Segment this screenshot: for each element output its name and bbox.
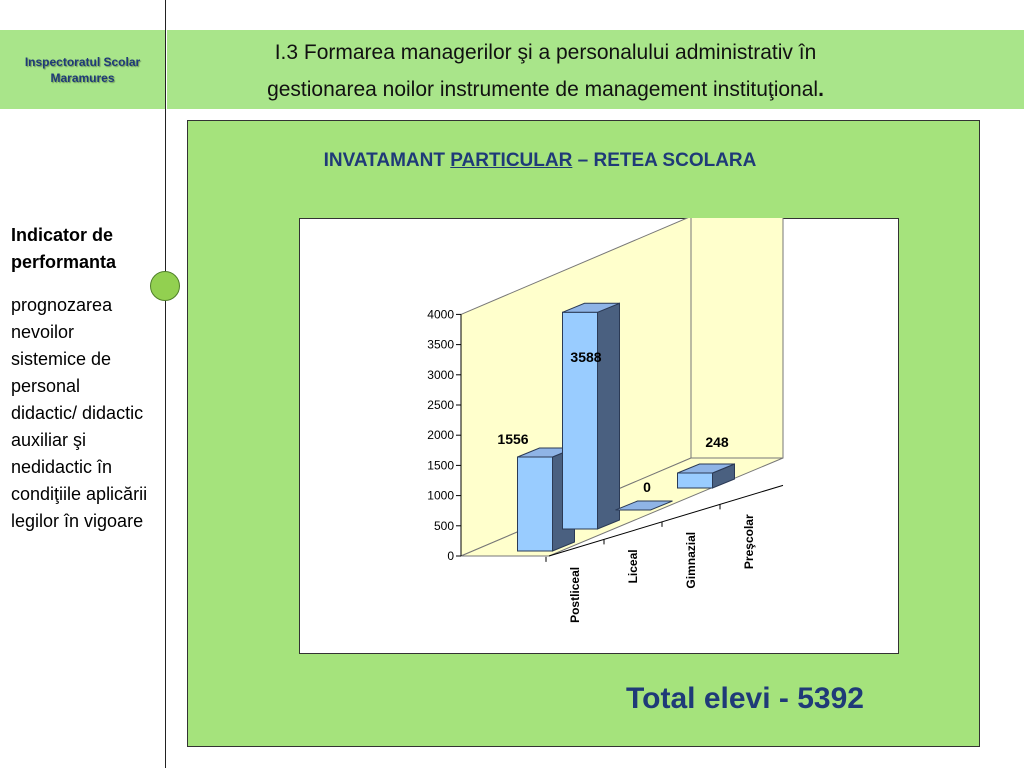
data-label-gimnazial: 0 xyxy=(643,479,651,495)
y-tick-label: 0 xyxy=(447,549,454,563)
indicator-description: prognozarea nevoilor sistemice de person… xyxy=(11,295,148,531)
y-tick-label: 3000 xyxy=(427,368,454,382)
y-tick-label: 500 xyxy=(434,519,454,533)
x-axis-line xyxy=(548,484,784,557)
x-tick-label-preşcolar: Preşcolar xyxy=(742,514,756,569)
bar-front-liceal xyxy=(562,311,598,530)
y-tick-label: 2500 xyxy=(427,398,454,412)
data-label-preşcolar: 248 xyxy=(705,434,729,450)
bar-front-postliceal xyxy=(517,456,553,552)
header-title-band xyxy=(167,30,1024,109)
y-tick-label: 3500 xyxy=(427,338,454,352)
chart-title-part-3: – RETEA SCOLARA xyxy=(572,150,757,171)
total-students: Total elevi - 5392 xyxy=(626,682,864,715)
bar-top-preşcolar xyxy=(677,463,735,474)
vertical-divider xyxy=(165,0,166,768)
data-label-postliceal: 1556 xyxy=(497,431,528,447)
y-tick-label: 1000 xyxy=(427,489,454,503)
x-tick-label-gimnazial: Gimnazial xyxy=(684,532,698,589)
header-left-band xyxy=(0,30,165,109)
organization-name: Inspectoratul Scolar Maramures xyxy=(24,55,141,85)
y-tick-label: 2000 xyxy=(427,428,454,442)
chart-title-underlined: PARTICULAR xyxy=(450,150,573,171)
slide-title-period: . xyxy=(818,78,824,101)
green-circle-marker xyxy=(150,271,180,301)
bar-side-liceal xyxy=(597,302,620,530)
chart-title-part-1: INVATAMANT xyxy=(323,150,451,171)
chart-title: INVATAMANT PARTICULAR – RETEA SCOLARA xyxy=(187,150,893,172)
bar-top-liceal xyxy=(562,302,620,313)
x-tick-label-liceal: Liceal xyxy=(626,549,640,583)
bar-front-preşcolar xyxy=(677,472,713,489)
indicator-heading: Indicator de performanta xyxy=(11,225,117,272)
bar-chart: 0 500 1000 1500 2000 2500 3000 3500 4000 1556 3588… xyxy=(427,218,784,623)
x-tick-label-postliceal: Postliceal xyxy=(568,567,582,623)
slide-title-line-2: gestionarea noilor instrumente de manage… xyxy=(267,78,819,101)
y-tick-label: 1500 xyxy=(427,458,454,472)
y-tick-label: 4000 xyxy=(427,307,454,321)
slide-title: I.3 Formarea managerilor şi a personalul… xyxy=(167,34,924,108)
side-wall xyxy=(690,218,784,459)
bar-top-gimnazial xyxy=(615,500,673,511)
slide-title-line-1: I.3 Formarea managerilor şi a personalul… xyxy=(274,41,817,64)
data-label-liceal: 3588 xyxy=(570,349,601,365)
